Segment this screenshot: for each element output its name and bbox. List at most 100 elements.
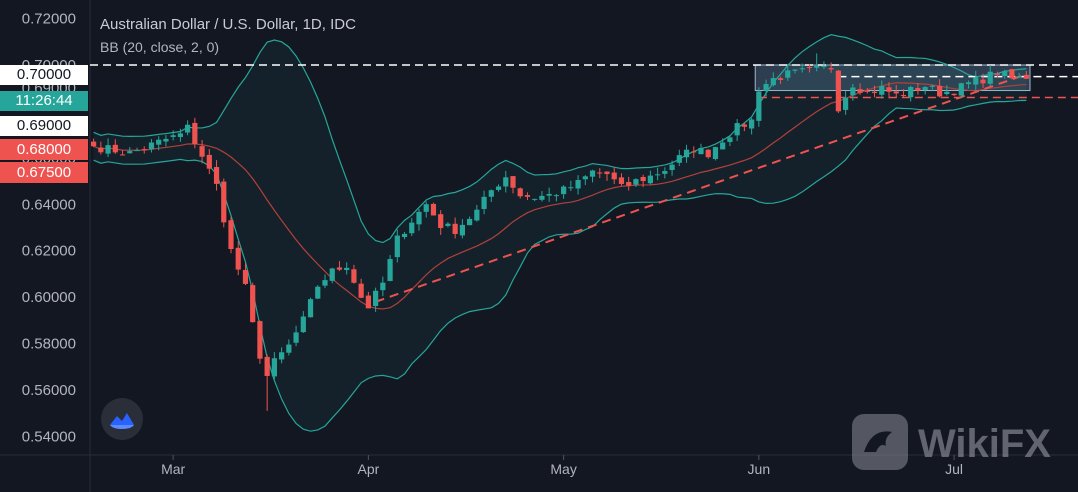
candle xyxy=(134,147,140,152)
candle xyxy=(582,175,588,185)
candle xyxy=(344,262,350,275)
candle xyxy=(459,219,465,239)
time-tick-label: Jun xyxy=(748,461,771,477)
candle xyxy=(279,347,285,364)
trendline-layer xyxy=(375,73,1027,303)
candle xyxy=(517,187,523,199)
candle xyxy=(756,87,762,127)
candle xyxy=(597,168,603,179)
candle xyxy=(250,282,256,323)
candle-body xyxy=(430,203,437,216)
candle-body xyxy=(640,177,646,182)
candle-body xyxy=(980,79,986,84)
candle-body xyxy=(871,91,878,94)
indicator-legend[interactable]: BB (20, close, 2, 0) xyxy=(100,39,220,55)
candle-body xyxy=(683,149,690,158)
candle-body xyxy=(517,188,523,197)
candle-body xyxy=(445,223,451,226)
wikifx-watermark: WikiFX xyxy=(850,412,1072,474)
candle xyxy=(857,83,863,95)
candle-body xyxy=(257,321,263,359)
candle xyxy=(481,190,487,215)
candle xyxy=(213,160,220,191)
candle-body xyxy=(777,78,784,80)
candle-body xyxy=(655,174,661,176)
candle-body xyxy=(416,211,422,225)
candle-body xyxy=(965,82,972,85)
candle-body xyxy=(705,149,711,158)
candle-body xyxy=(177,133,183,137)
candle xyxy=(712,146,719,161)
candle-body xyxy=(91,141,97,147)
candle xyxy=(611,166,617,185)
candle-body xyxy=(575,180,581,189)
candle-body xyxy=(973,77,979,85)
candle xyxy=(749,117,755,135)
candle xyxy=(655,167,661,181)
candle-body xyxy=(553,195,559,197)
candle-body xyxy=(720,142,726,150)
chart-title: Australian Dollar / U.S. Dollar, 1D, IDC xyxy=(100,16,356,33)
candle-body xyxy=(568,187,574,189)
candle xyxy=(264,354,270,411)
candle-body xyxy=(510,176,516,188)
price-tick-label: 0.62000 xyxy=(22,243,76,260)
candle xyxy=(900,88,907,98)
watermark-text: WikiFX xyxy=(918,422,1051,466)
candle xyxy=(785,64,791,81)
tradingview-logo-button[interactable] xyxy=(101,398,143,440)
candle-body xyxy=(987,71,993,84)
candle-body xyxy=(937,85,943,97)
candle xyxy=(691,146,697,158)
bollinger-basis xyxy=(93,82,1027,310)
candle-body xyxy=(401,233,408,237)
candle xyxy=(821,61,827,69)
candle xyxy=(727,135,733,147)
candle xyxy=(944,85,950,96)
candle-body xyxy=(951,93,957,96)
candle-body xyxy=(633,179,639,185)
candle-body xyxy=(1002,71,1008,77)
candle xyxy=(604,171,610,181)
candle-body xyxy=(792,69,798,71)
candle xyxy=(568,180,574,192)
candle-body xyxy=(279,352,285,360)
candle-body xyxy=(156,139,162,145)
candle-body xyxy=(467,218,473,226)
candle xyxy=(864,87,870,94)
candle xyxy=(307,297,314,318)
candle xyxy=(589,169,596,183)
bollinger-fill xyxy=(93,34,1027,432)
trendline xyxy=(375,73,1027,303)
candle xyxy=(741,122,747,132)
candle-body xyxy=(864,90,870,92)
candle xyxy=(893,84,899,98)
candle xyxy=(206,149,212,175)
candle-body xyxy=(481,196,487,209)
candle-body xyxy=(741,124,747,127)
candle xyxy=(141,146,147,154)
candle-body xyxy=(814,65,820,68)
candle-body xyxy=(329,268,335,281)
candle-body xyxy=(893,91,899,94)
candle-body xyxy=(315,286,321,299)
candle xyxy=(112,139,118,154)
candle-body xyxy=(915,88,921,91)
time-tick-label: Jul xyxy=(945,461,963,477)
candle-body xyxy=(112,144,118,153)
candle-body xyxy=(770,78,776,86)
candle xyxy=(1016,72,1022,79)
candle xyxy=(676,149,682,167)
candle-body xyxy=(293,332,299,343)
candle-body xyxy=(597,172,603,174)
candle-body xyxy=(264,356,270,376)
candle xyxy=(365,291,371,309)
candle xyxy=(965,80,972,89)
candle-body xyxy=(539,195,545,200)
candle xyxy=(524,192,531,201)
candle xyxy=(322,274,328,289)
candle-body xyxy=(843,97,849,110)
candle xyxy=(770,72,776,87)
